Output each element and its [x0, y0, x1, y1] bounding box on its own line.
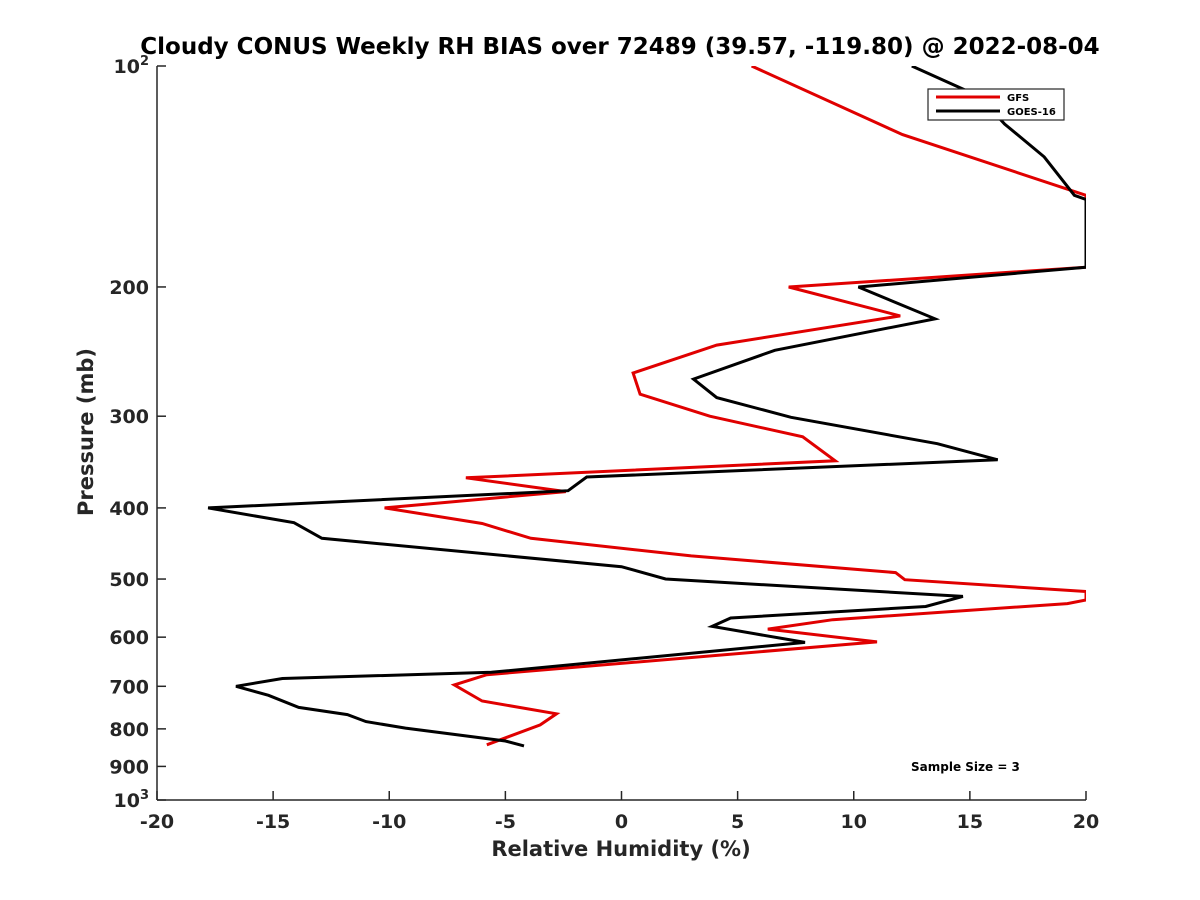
- y-tick-label: 400: [109, 498, 149, 520]
- x-tick-label: 5: [731, 811, 744, 833]
- x-tick-label: -15: [256, 811, 290, 833]
- series-line-gfs: [384, 66, 1086, 747]
- sample-size-annotation: Sample Size = 3: [911, 760, 1020, 774]
- plot-series: [207, 66, 1086, 748]
- y-tick-label: 300: [109, 406, 149, 428]
- y-tick-label: 600: [109, 627, 149, 649]
- x-tick-label: -10: [372, 811, 406, 833]
- legend: GFS GOES-16: [927, 88, 1065, 121]
- x-tick-label: 20: [1073, 811, 1099, 833]
- y-tick-label: 102: [114, 54, 150, 78]
- x-tick-label: -20: [140, 811, 174, 833]
- y-tick-label: 700: [109, 676, 149, 698]
- legend-label-gfs: GFS: [1007, 93, 1029, 104]
- x-tick-label: -5: [495, 811, 516, 833]
- x-axis-label: Relative Humidity (%): [491, 837, 750, 861]
- y-tick-label: 500: [109, 569, 149, 591]
- y-ticks: 102 200 300 400 500 600 700 800 900 103: [109, 54, 166, 812]
- legend-label-goes16: GOES-16: [1007, 107, 1056, 118]
- y-tick-label: 200: [109, 277, 149, 299]
- y-tick-label: 800: [109, 719, 149, 741]
- y-tick-label: 900: [109, 756, 149, 778]
- series-line-goes16: [207, 66, 1086, 748]
- x-tick-label: 0: [615, 811, 628, 833]
- y-axis-label: Pressure (mb): [74, 348, 98, 516]
- chart-title: Cloudy CONUS Weekly RH BIAS over 72489 (…: [140, 34, 1099, 60]
- x-ticks: -20 -15 -10 -5 0 5 10 15 20: [140, 791, 1099, 833]
- x-tick-label: 10: [841, 811, 867, 833]
- legend-box: [927, 88, 1065, 121]
- y-tick-label: 103: [114, 788, 150, 812]
- x-tick-label: 15: [957, 811, 983, 833]
